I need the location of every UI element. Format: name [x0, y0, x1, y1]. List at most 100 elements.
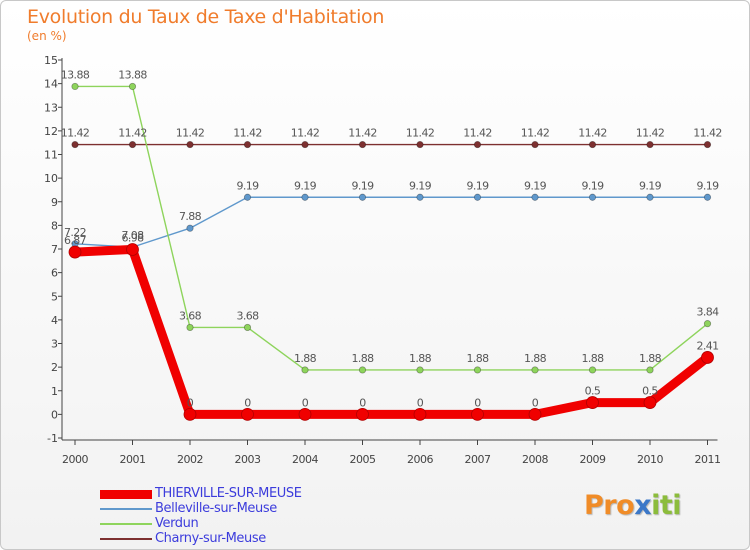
data-label: 0.5: [642, 385, 658, 398]
data-point: [186, 224, 194, 232]
data-label: 13.88: [61, 68, 90, 81]
data-point: [71, 140, 79, 149]
logo-letter: t: [659, 490, 673, 521]
x-tick-label: 2005: [350, 453, 376, 466]
data-point: [128, 82, 137, 91]
data-point: [473, 366, 482, 374]
x-tick-label: 2003: [235, 453, 261, 466]
y-tick-label: 7: [51, 243, 58, 256]
data-point: [186, 140, 194, 149]
y-tick-label: 13: [44, 101, 58, 114]
data-point: [183, 407, 197, 421]
legend-swatch: [100, 523, 152, 525]
data-label: 7.22: [64, 226, 86, 239]
legend-label: THIERVILLE-SUR-MEUSE: [155, 486, 302, 501]
data-point: [71, 82, 79, 91]
y-tick-label: 12: [44, 125, 58, 138]
data-label: 9.19: [409, 179, 432, 192]
x-tick-label: 2001: [120, 453, 146, 466]
data-label: 1.88: [639, 352, 662, 365]
data-point: [588, 366, 597, 374]
data-point: [646, 140, 654, 149]
data-point: [703, 320, 712, 328]
data-label: 11.42: [636, 127, 665, 140]
data-point: [413, 407, 427, 421]
data-label: 0: [474, 396, 481, 409]
data-label: 0: [532, 396, 539, 409]
y-tick-label: 5: [51, 290, 58, 303]
data-label: 9.19: [236, 179, 259, 192]
data-label: 9.19: [466, 179, 489, 192]
data-point: [241, 407, 254, 421]
x-tick-label: 2006: [407, 453, 433, 466]
data-point: [243, 193, 252, 201]
legend-label: Verdun: [155, 516, 199, 531]
data-label: 11.42: [118, 127, 147, 140]
data-label: 7.08: [121, 229, 144, 242]
data-point: [243, 140, 252, 149]
legend-swatch: [100, 508, 152, 510]
data-label: 3.68: [179, 309, 202, 322]
logo-letter: o: [616, 490, 635, 521]
data-point: [586, 396, 599, 409]
legend-swatch: [100, 489, 152, 499]
data-point: [243, 323, 252, 332]
data-label: 0.5: [585, 385, 601, 398]
data-label: 11.42: [463, 127, 492, 140]
data-label: 1.88: [524, 352, 547, 365]
data-point: [588, 193, 597, 201]
data-label: 9.19: [639, 179, 662, 192]
logo-letter: r: [603, 490, 617, 521]
data-label: 3.84: [696, 306, 719, 319]
data-point: [531, 193, 539, 201]
y-tick-label: 11: [44, 149, 58, 162]
logo-letter: i: [672, 490, 682, 521]
data-point: [128, 140, 137, 149]
data-label: 11.42: [578, 127, 607, 140]
x-tick-label: 2011: [695, 453, 721, 466]
x-tick-label: 2010: [637, 453, 663, 466]
data-label: 9.19: [294, 179, 317, 192]
data-label: 11.42: [406, 127, 435, 140]
data-point: [416, 140, 424, 149]
series-line-belleville-sur-meuse: [74, 196, 709, 248]
y-tick-label: 2: [51, 361, 58, 374]
data-label: 0: [244, 396, 251, 409]
series-line-verdun: [74, 85, 709, 371]
data-label: 11.42: [61, 127, 90, 140]
y-tick-label: 3: [51, 338, 58, 351]
x-tick-label: 2007: [465, 453, 491, 466]
x-tick-label: 2002: [177, 453, 203, 466]
data-label: 1.88: [294, 352, 317, 365]
data-label: 9.19: [524, 179, 547, 192]
data-label: 1.88: [581, 352, 604, 365]
data-point: [703, 193, 712, 201]
data-label: 11.42: [348, 127, 377, 140]
data-point: [703, 140, 712, 149]
data-point: [358, 366, 367, 374]
y-tick-label: 6: [51, 267, 58, 280]
data-label: 1.88: [409, 352, 432, 365]
data-point: [298, 407, 312, 421]
data-label: 3.68: [236, 309, 259, 322]
data-point: [646, 193, 654, 201]
data-label: 13.88: [118, 68, 147, 81]
data-point: [471, 407, 484, 421]
data-label: 11.42: [176, 127, 205, 140]
data-point: [358, 193, 367, 201]
x-tick-label: 2009: [580, 453, 606, 466]
logo-letter: i: [651, 490, 660, 521]
data-point: [701, 351, 714, 364]
data-label: 9.19: [351, 179, 374, 192]
series-line-thierville-sur-meuse: [70, 244, 712, 419]
proxiti-logo: Proxiti: [584, 490, 682, 521]
legend-swatch: [100, 538, 152, 540]
data-label: 0: [302, 396, 309, 409]
legend-label: Belleville-sur-Meuse: [155, 501, 277, 516]
logo-letter: x: [634, 490, 652, 521]
logo-letter: P: [584, 490, 604, 521]
data-point: [473, 193, 482, 201]
data-point: [531, 366, 539, 374]
